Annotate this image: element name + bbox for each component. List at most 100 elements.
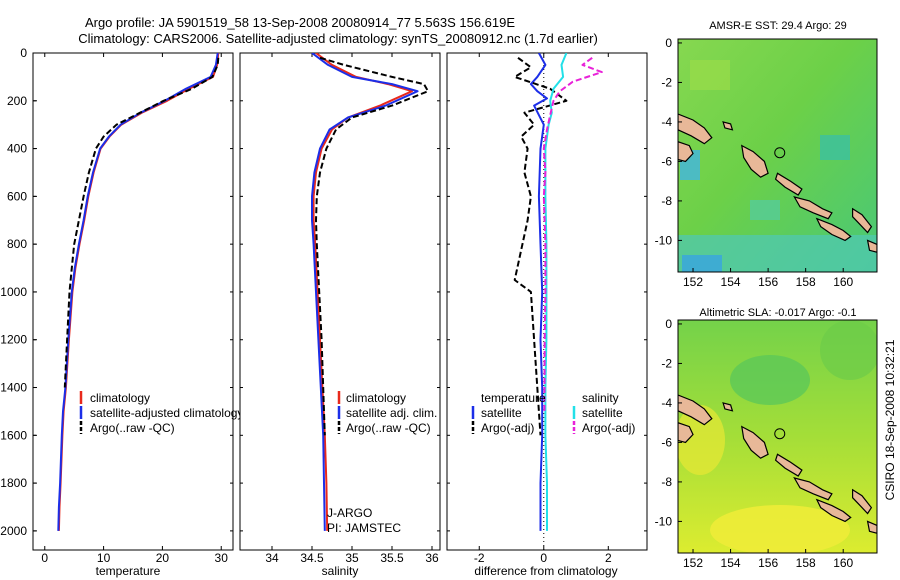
lon-tick-label: 152	[683, 275, 703, 289]
header-line2: Climatology: CARS2006. Satellite-adjuste…	[78, 31, 598, 46]
legend-temp-title: temperature	[481, 391, 546, 405]
salinity-axis: 34 34.5 35 35.5 36	[240, 52, 440, 565]
header-line1: Argo profile: JA 5901519_58 13-Sep-2008 …	[85, 15, 515, 30]
lat-tick-label: -4	[661, 396, 672, 410]
legend-sal-climatology-label: climatology	[346, 391, 406, 405]
lat-tick-label: -2	[661, 356, 672, 370]
island-shape	[678, 422, 694, 444]
y-tick-label: 1400	[0, 381, 27, 395]
lat-tick-label: -8	[661, 475, 672, 489]
legend-salargo-label: Argo(-adj)	[582, 421, 635, 435]
series-line	[542, 56, 603, 412]
lon-tick-label: 158	[796, 556, 816, 570]
difference-series	[513, 53, 603, 531]
island-shape	[815, 498, 852, 523]
x-tick-label: 20	[156, 551, 170, 565]
sst-map-title: AMSR-E SST: 29.4 Argo: 29	[709, 20, 847, 32]
y-tick-label: 1800	[0, 476, 27, 490]
y-tick-label: 600	[7, 189, 27, 203]
sst-map: AMSR-E SST: 29.4 Argo: 29 152 154 156 158 16…	[655, 20, 878, 289]
legend-temp-satellite-label: satellite	[481, 406, 522, 420]
temperature-xlabel: temperature	[96, 564, 161, 578]
lon-tick-label: 152	[683, 556, 703, 570]
y-tick-label: 800	[7, 237, 27, 251]
series-line	[63, 57, 220, 388]
difference-panel: -2 0 2 difference from climatology tempera…	[446, 52, 648, 578]
sst-longitude-axis: 152 154 156 158 160	[683, 268, 854, 289]
y-tick-label: 400	[7, 142, 27, 156]
temperature-axes-box	[32, 52, 234, 551]
float-program-label: J-ARGO	[327, 506, 372, 520]
island-shape	[678, 394, 713, 426]
coastline	[678, 394, 877, 534]
legend-satellite-label: satellite-adjusted climatology	[90, 406, 243, 420]
salinity-panel: 34 34.5 35 35.5 36 salinity climatology sate…	[239, 52, 441, 578]
series-line	[311, 53, 419, 531]
x-tick-label: -2	[474, 551, 485, 565]
float-pi-label: PI: JAMSTEC	[327, 521, 401, 535]
temperature-axis: 0 10 20 30	[33, 52, 233, 565]
y-tick-label: 1000	[0, 285, 27, 299]
sst-map-field	[678, 39, 877, 272]
lon-tick-label: 156	[758, 275, 778, 289]
y-tick-label: 0	[20, 46, 27, 60]
x-tick-label: 35	[345, 551, 359, 565]
legend-sal-satellite-label: satellite adj. clim.	[346, 406, 437, 420]
salinity-series	[311, 53, 429, 531]
sla-map: Altimetric SLA: -0.017 Argo: -0.1 152 154…	[655, 307, 878, 570]
y-tick-label: 200	[7, 94, 27, 108]
sla-patch	[820, 320, 877, 380]
lat-tick-label: -4	[661, 115, 672, 129]
sla-latitude-axis: 0 -2 -4 -6 -8 -10	[655, 317, 682, 528]
coastline	[678, 113, 877, 253]
sla-map-title: Altimetric SLA: -0.017 Argo: -0.1	[699, 307, 856, 319]
island-shape	[851, 207, 873, 234]
island-shape	[793, 196, 833, 220]
island-shape	[851, 488, 873, 515]
temperature-panel: 0 200 400 600 800 1000 1200 1400 1600 1800 2000 0 1…	[0, 46, 243, 578]
legend-sal-title: salinity	[582, 391, 619, 405]
lat-tick-label: -6	[661, 435, 672, 449]
sla-patch	[730, 355, 810, 405]
sla-patch	[710, 505, 850, 553]
x-tick-label: 0	[41, 551, 48, 565]
sst-patch	[820, 135, 850, 160]
difference-legend: temperature satellite Argo(-adj) salinit…	[471, 391, 635, 435]
lon-tick-label: 160	[833, 556, 853, 570]
salinity-axes-box	[239, 52, 441, 551]
island-shape	[866, 520, 877, 534]
series-line	[315, 56, 429, 436]
island-shape	[741, 425, 769, 459]
temperature-legend: climatology satellite-adjusted climatolo…	[79, 391, 243, 435]
sla-longitude-axis: 152 154 156 158 160	[683, 549, 854, 570]
lon-tick-label: 156	[758, 556, 778, 570]
x-tick-label: 2	[605, 551, 612, 565]
y-tick-label: 1200	[0, 333, 27, 347]
y-tick-label: 2000	[0, 524, 27, 538]
x-tick-label: 34	[265, 551, 279, 565]
lat-tick-label: -10	[655, 233, 673, 247]
island-shape	[774, 172, 803, 196]
island-shape	[722, 402, 734, 412]
lat-tick-label: -8	[661, 194, 672, 208]
sla-patch	[678, 405, 725, 475]
lon-tick-label: 154	[721, 275, 741, 289]
salinity-xlabel: salinity	[322, 564, 359, 578]
lon-tick-label: 160	[833, 275, 853, 289]
island-shape	[866, 239, 877, 253]
argo-location-marker	[774, 147, 786, 159]
lat-tick-label: 0	[665, 36, 672, 50]
sla-map-field	[678, 320, 877, 553]
series-line	[544, 53, 568, 531]
sst-patch	[690, 60, 730, 90]
temperature-series	[57, 53, 220, 531]
salinity-legend: climatology satellite adj. clim. Argo(..…	[337, 391, 437, 435]
legend-argo-label: Argo(..raw -QC)	[90, 421, 175, 435]
sst-patch	[682, 255, 722, 272]
x-tick-label: 10	[97, 551, 111, 565]
x-tick-label: 34.5	[300, 551, 324, 565]
argo-location-marker	[774, 428, 786, 440]
island-shape	[722, 121, 734, 131]
legend-salsat-label: satellite	[582, 406, 623, 420]
